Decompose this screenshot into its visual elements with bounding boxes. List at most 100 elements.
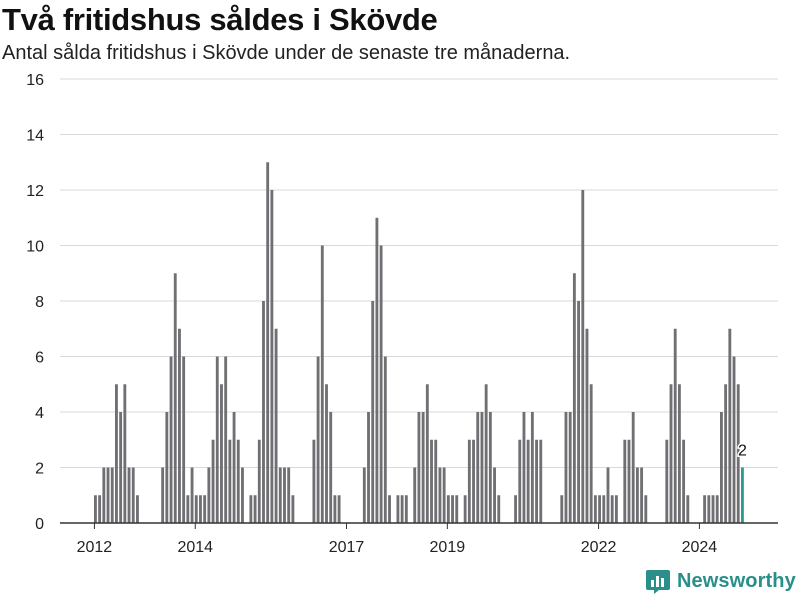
x-tick-label: 2012 bbox=[77, 539, 113, 556]
highlight-bar bbox=[741, 467, 744, 523]
bar bbox=[707, 495, 711, 523]
bar bbox=[535, 439, 538, 523]
bar bbox=[497, 495, 501, 523]
bar bbox=[606, 467, 610, 523]
bar bbox=[388, 495, 391, 523]
bar bbox=[463, 495, 467, 523]
bar bbox=[560, 495, 564, 523]
bar bbox=[627, 439, 631, 523]
bar bbox=[316, 356, 320, 523]
bar bbox=[262, 301, 265, 523]
bar bbox=[623, 439, 627, 523]
bar bbox=[736, 384, 740, 523]
bar bbox=[711, 495, 715, 523]
bar bbox=[102, 467, 106, 523]
bar bbox=[274, 328, 278, 523]
y-tick-label: 10 bbox=[26, 239, 44, 256]
bar bbox=[312, 439, 316, 523]
bar bbox=[253, 495, 257, 523]
bar bbox=[568, 412, 572, 523]
bar bbox=[379, 245, 383, 523]
bar bbox=[383, 356, 387, 523]
bar bbox=[371, 301, 375, 523]
bar bbox=[673, 328, 677, 523]
bar bbox=[602, 495, 606, 523]
bar bbox=[241, 467, 244, 523]
bar bbox=[165, 412, 169, 523]
bar bbox=[417, 412, 421, 523]
y-tick-label: 16 bbox=[26, 72, 44, 89]
bar bbox=[203, 495, 207, 523]
bar bbox=[123, 384, 127, 523]
chart-subtitle: Antal sålda fritidshus i Skövde under de… bbox=[2, 42, 571, 64]
bar bbox=[110, 467, 114, 523]
bar bbox=[598, 495, 602, 523]
bar bbox=[287, 467, 291, 523]
bar bbox=[278, 467, 282, 523]
bar bbox=[451, 495, 454, 523]
x-tick-label: 2019 bbox=[430, 539, 466, 556]
chart-title: Två fritidshus såldes i Skövde bbox=[2, 2, 438, 37]
bar bbox=[220, 384, 223, 523]
bar bbox=[413, 467, 417, 523]
bar bbox=[484, 384, 488, 523]
bar bbox=[631, 412, 635, 523]
bar bbox=[224, 356, 228, 523]
bar bbox=[136, 495, 139, 523]
bar bbox=[518, 439, 522, 523]
bar bbox=[677, 384, 681, 523]
bar bbox=[610, 495, 614, 523]
bar bbox=[127, 467, 131, 523]
brand-logo: Newsworthy bbox=[645, 568, 796, 594]
bar bbox=[732, 356, 736, 523]
bar bbox=[207, 467, 211, 523]
bar bbox=[283, 467, 286, 523]
bar bbox=[329, 412, 333, 523]
bar bbox=[640, 467, 644, 523]
bar bbox=[728, 328, 732, 523]
bar bbox=[593, 495, 597, 523]
bar bbox=[270, 190, 274, 523]
highlight-data-label: 2 bbox=[738, 443, 747, 460]
bar bbox=[480, 412, 484, 523]
bar bbox=[585, 328, 589, 523]
bar bbox=[257, 439, 261, 523]
bar bbox=[715, 495, 719, 523]
y-tick-label: 12 bbox=[26, 183, 44, 200]
bar bbox=[333, 495, 337, 523]
bar bbox=[572, 273, 576, 523]
bar bbox=[455, 495, 459, 523]
bar bbox=[493, 467, 496, 523]
bar bbox=[131, 467, 135, 523]
bar bbox=[211, 439, 215, 523]
bar bbox=[182, 356, 186, 523]
bar bbox=[488, 412, 492, 523]
bar bbox=[589, 384, 593, 523]
bar bbox=[472, 439, 475, 523]
bar bbox=[106, 467, 110, 523]
bar bbox=[581, 190, 585, 523]
brand-name: Newsworthy bbox=[677, 569, 796, 592]
x-tick-label: 2017 bbox=[329, 539, 365, 556]
bar bbox=[194, 495, 198, 523]
bar bbox=[430, 439, 433, 523]
bar bbox=[467, 439, 471, 523]
bar bbox=[98, 495, 102, 523]
bar bbox=[161, 467, 165, 523]
bar bbox=[266, 162, 270, 523]
bar bbox=[425, 384, 429, 523]
bar bbox=[530, 412, 534, 523]
bar bbox=[215, 356, 219, 523]
bar bbox=[682, 439, 686, 523]
bar bbox=[362, 467, 366, 523]
bar bbox=[228, 439, 232, 523]
bar bbox=[367, 412, 370, 523]
x-tick-label: 2022 bbox=[581, 539, 617, 556]
bar bbox=[644, 495, 648, 523]
y-tick-label: 14 bbox=[26, 128, 44, 145]
bar-chart-logo-icon bbox=[646, 570, 670, 594]
bar bbox=[190, 467, 194, 523]
bar bbox=[178, 328, 181, 523]
bar bbox=[438, 467, 442, 523]
bar bbox=[442, 467, 446, 523]
